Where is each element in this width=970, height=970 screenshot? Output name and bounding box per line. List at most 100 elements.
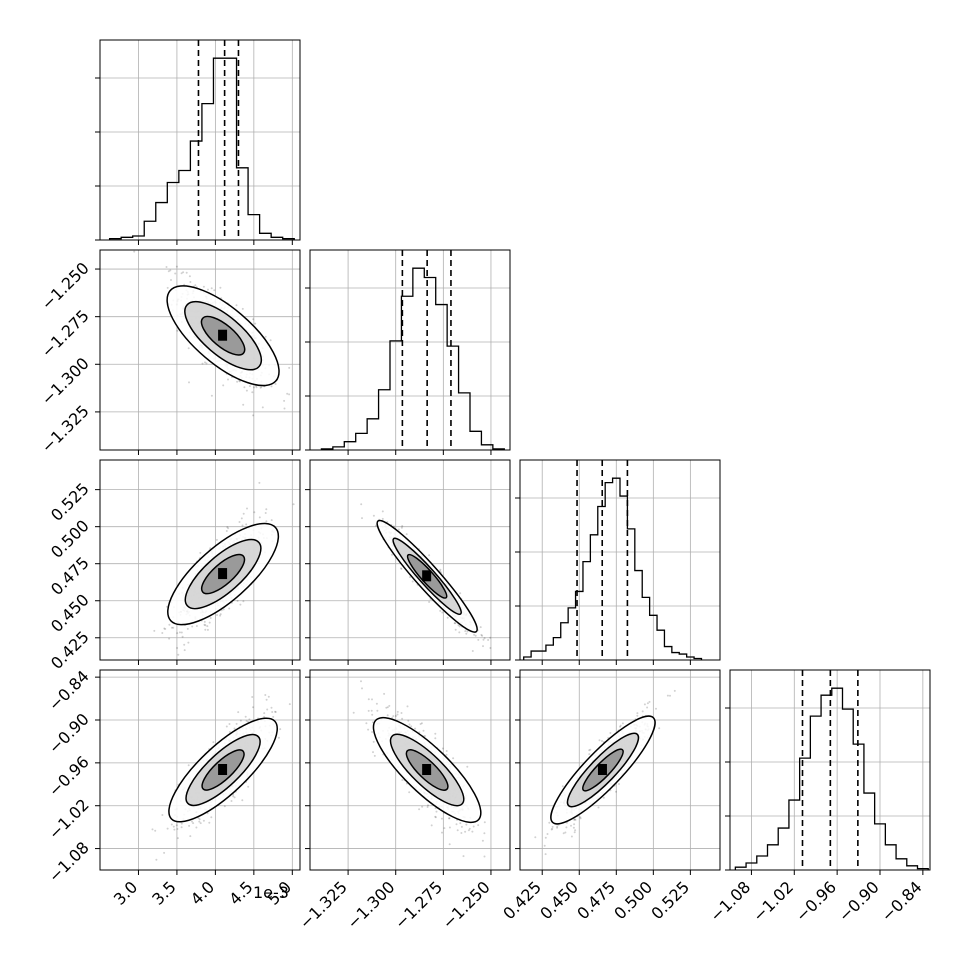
scatter-point <box>176 837 179 840</box>
scatter-point <box>456 829 459 832</box>
scatter-point <box>636 714 639 717</box>
scatter-point <box>251 696 254 698</box>
scatter-point <box>360 503 363 506</box>
scatter-point <box>163 627 166 630</box>
scatter-point <box>265 508 268 511</box>
scatter-point <box>169 269 172 272</box>
scatter-point <box>208 821 211 824</box>
scatter-point <box>233 796 236 799</box>
scatter-point <box>180 631 183 634</box>
scatter-point <box>401 525 404 527</box>
scatter-point <box>396 710 399 713</box>
scatter-point <box>239 719 242 722</box>
scatter-point <box>188 824 191 827</box>
scatter-point <box>392 715 395 718</box>
scatter-point <box>225 530 228 532</box>
scatter-point <box>151 828 154 831</box>
density-peak <box>218 329 228 341</box>
scatter-point <box>646 702 649 705</box>
histogram-step <box>108 57 295 240</box>
scatter-point <box>419 723 422 725</box>
p0-vs-p3-panel: −0.84−0.90−0.96−1.02−1.083.0 3.5 4.0 4.5 5.0 <box>45 667 301 909</box>
scatter-point <box>202 819 205 822</box>
scatter-point <box>188 275 191 278</box>
scatter-point <box>183 643 186 646</box>
scatter-point <box>483 855 486 858</box>
scatter-point <box>474 634 477 637</box>
scatter-point <box>396 713 399 716</box>
panel-frame <box>729 669 931 871</box>
scatter-point <box>270 385 273 388</box>
scatter-point <box>655 707 657 710</box>
scatter-point <box>546 833 549 835</box>
p1-vs-p2-panel <box>305 459 511 665</box>
scatter-point <box>477 824 480 827</box>
scatter-point <box>259 386 262 389</box>
scatter-point <box>615 790 617 793</box>
x-tick-label: 0.475 <box>573 877 619 923</box>
scatter-point <box>556 825 559 828</box>
y-tick-label: −1.02 <box>45 795 93 843</box>
panel-frame <box>309 249 511 451</box>
scatter-point <box>270 519 273 522</box>
scatter-point <box>212 741 215 744</box>
scatter-point <box>215 538 218 541</box>
scatter-point <box>441 831 443 834</box>
scatter-point <box>264 512 267 514</box>
scatter-point <box>573 823 576 826</box>
x-tick-label: −1.300 <box>343 877 398 932</box>
scatter-point <box>489 636 492 639</box>
scatter-point <box>269 339 272 342</box>
scatter-point <box>205 362 208 365</box>
y-tick-label: −1.325 <box>38 401 93 456</box>
panel-frame <box>519 459 721 661</box>
scatter-point <box>265 520 268 523</box>
scatter-point <box>439 609 442 612</box>
scatter-point <box>421 805 424 808</box>
scatter-point <box>253 511 256 514</box>
scatter-point <box>397 528 400 531</box>
scatter-point <box>371 713 374 716</box>
scatter-point <box>352 711 355 714</box>
scatter-point <box>170 823 173 826</box>
scatter-point <box>180 272 183 275</box>
scatter-point <box>181 635 184 638</box>
scatter-point <box>618 783 620 785</box>
scatter-point <box>394 715 397 717</box>
scatter-point <box>619 725 621 728</box>
panel-frame <box>99 249 301 451</box>
scatter-point <box>441 611 444 614</box>
y-tick-label: −0.96 <box>45 752 93 800</box>
scatter-point <box>283 407 286 410</box>
scatter-point <box>187 347 190 350</box>
scatter-point <box>203 623 206 626</box>
scatter-point <box>489 647 492 649</box>
scatter-point <box>183 649 186 652</box>
scatter-point <box>188 381 190 384</box>
scatter-point <box>235 722 238 725</box>
scatter-point <box>410 725 413 728</box>
scatter-point <box>176 632 179 635</box>
scatter-point <box>426 806 429 808</box>
scatter-point <box>226 526 229 529</box>
scatter-point <box>246 507 248 510</box>
scatter-point <box>227 378 229 381</box>
scatter-point <box>673 689 676 692</box>
scatter-point <box>210 394 213 397</box>
scatter-point <box>204 361 206 364</box>
scatter-point <box>589 748 592 751</box>
scatter-point <box>579 817 582 820</box>
scatter-point <box>483 821 486 824</box>
scatter-point <box>248 385 251 388</box>
scatter-point <box>209 617 212 619</box>
scatter-point <box>201 362 204 365</box>
scatter-point <box>167 270 170 273</box>
scatter-point <box>381 517 384 520</box>
scatter-point <box>161 632 164 634</box>
scatter-point <box>240 517 243 520</box>
scatter-point <box>180 826 183 829</box>
scatter-point <box>405 533 408 536</box>
scatter-point <box>252 414 255 417</box>
